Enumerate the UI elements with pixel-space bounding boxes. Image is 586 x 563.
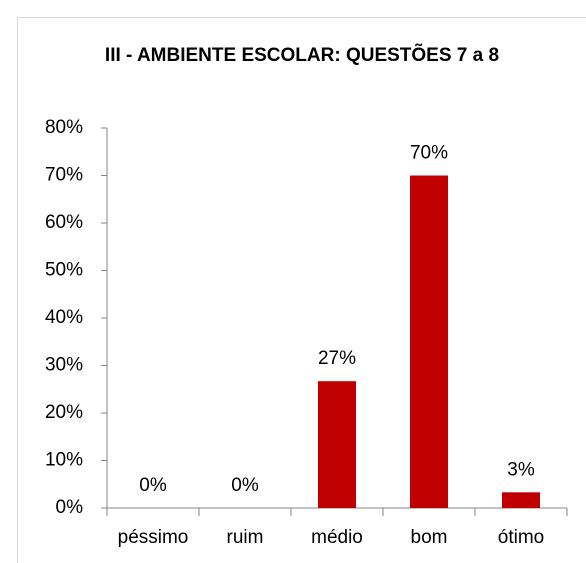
data-label: 27% <box>318 348 356 369</box>
y-tick-label: 40% <box>45 307 83 328</box>
y-tick-label: 0% <box>56 497 84 518</box>
data-label: 0% <box>139 475 167 496</box>
y-tick-label: 70% <box>45 165 83 186</box>
chart-title: III - AMBIENTE ESCOLAR: QUESTÕES 7 a 8 <box>104 45 500 66</box>
x-tick-label: bom <box>411 527 448 548</box>
data-label: 3% <box>507 459 535 480</box>
y-tick-label: 50% <box>45 260 83 281</box>
data-label: 0% <box>231 475 259 496</box>
x-tick-label: ótimo <box>498 527 544 548</box>
bar <box>318 381 356 508</box>
y-tick-label: 60% <box>45 212 83 233</box>
y-tick-label: 30% <box>45 355 83 376</box>
y-tick-label: 80% <box>45 117 83 138</box>
x-tick-label: ruim <box>227 527 264 548</box>
y-tick-label: 20% <box>45 402 83 423</box>
chart-frame <box>17 17 586 563</box>
bar <box>502 492 540 508</box>
x-tick-label: péssimo <box>118 527 189 548</box>
bar <box>410 175 448 508</box>
y-tick-label: 10% <box>45 450 83 471</box>
data-label: 70% <box>410 143 448 164</box>
x-tick-label: médio <box>311 527 363 548</box>
